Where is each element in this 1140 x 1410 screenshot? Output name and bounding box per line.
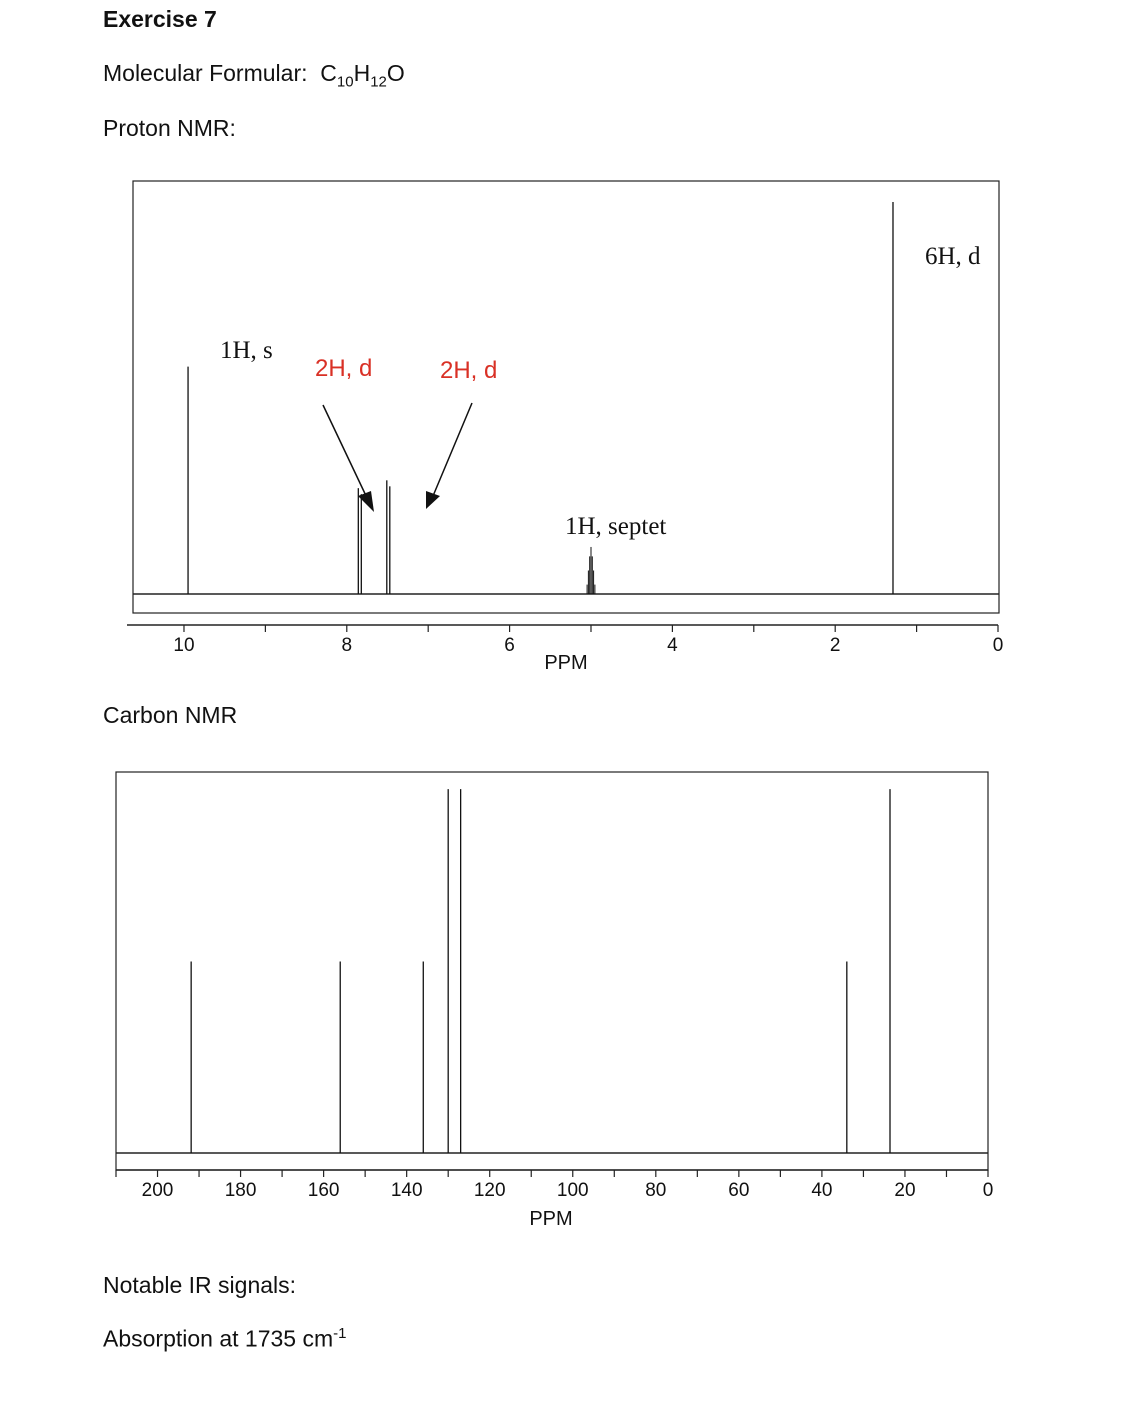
proton-tick-label: 0: [993, 635, 1004, 656]
proton-tick-label: 8: [341, 635, 352, 656]
annotation-6h-d: 6H, d: [925, 243, 981, 270]
carbon-plot-frame: [115, 771, 989, 1171]
carbon-tick-label: 160: [308, 1180, 340, 1201]
molecular-formula-label: Molecular Formular:: [103, 60, 308, 86]
carbon-tick-label: 180: [225, 1180, 257, 1201]
carbon-tick-label: 140: [391, 1180, 423, 1201]
proton-x-axis-label: PPM: [544, 652, 587, 674]
molecular-formula-value: C10H12O: [320, 60, 405, 91]
formula-subscript: 10: [336, 73, 354, 91]
carbon-nmr-heading: Carbon NMR: [103, 702, 238, 728]
proton-tick-label: 2: [830, 635, 841, 656]
carbon-nmr-spectrum: 200 180 160 140 120 100 80 60 40 20 0 PPM: [115, 771, 994, 1230]
exercise-title: Exercise 7: [103, 6, 217, 32]
molecular-formula: Molecular Formular: C10H12O: [103, 60, 405, 91]
carbon-tick-label: 100: [557, 1180, 589, 1201]
proton-nmr-spectrum: 10 8 6 4 2 0 1H, s 2H, d 2H, d 1H, septet 6H,…: [127, 180, 1004, 674]
annotation-1h-septet: 1H, septet: [565, 513, 666, 540]
formula-element: H: [353, 60, 371, 86]
arrow-line-right: [432, 402, 473, 497]
carbon-tick-label: 200: [142, 1180, 174, 1201]
ir-heading: Notable IR signals:: [103, 1272, 297, 1298]
proton-tick-label: 10: [173, 635, 194, 656]
proton-tick-label: 6: [504, 635, 515, 656]
arrow-head-right: [426, 491, 440, 509]
ir-absorption-unit-exponent: -1: [333, 1325, 347, 1342]
carbon-tick-label: 120: [474, 1180, 506, 1201]
carbon-tick-label: 0: [983, 1180, 994, 1201]
proton-nmr-heading: Proton NMR:: [103, 115, 236, 141]
arrow-head-left: [358, 491, 374, 512]
formula-subscript: 12: [370, 73, 387, 91]
proton-tick-label: 4: [667, 635, 678, 656]
annotation-2h-d-left: 2H, d: [315, 355, 372, 382]
annotation-2h-d-right: 2H, d: [440, 357, 497, 384]
carbon-tick-label: 20: [894, 1180, 915, 1201]
carbon-tick-label: 40: [811, 1180, 832, 1201]
carbon-tick-label: 80: [645, 1180, 666, 1201]
carbon-x-axis-label: PPM: [529, 1208, 572, 1230]
carbon-tick-label: 60: [728, 1180, 749, 1201]
arrow-line-left: [322, 404, 369, 501]
ir-absorption-text: Absorption at 1735 cm: [103, 1325, 334, 1352]
formula-element: O: [386, 60, 405, 86]
proton-plot-frame: [132, 180, 1000, 614]
annotation-1h-s: 1H, s: [220, 337, 273, 364]
formula-element: C: [320, 60, 337, 86]
ir-absorption: Absorption at 1735 cm-1: [103, 1325, 346, 1353]
